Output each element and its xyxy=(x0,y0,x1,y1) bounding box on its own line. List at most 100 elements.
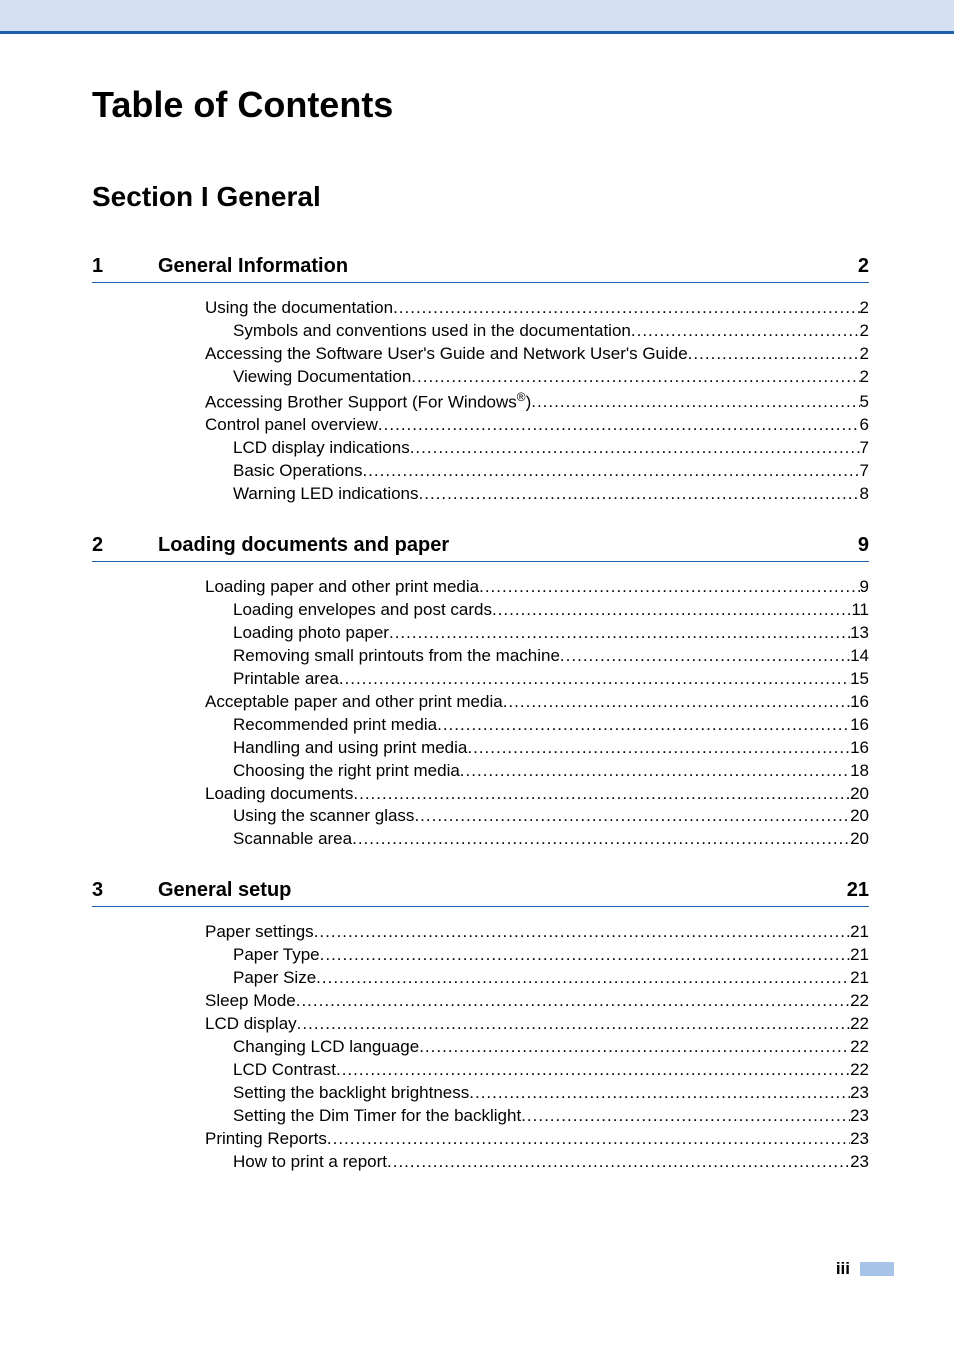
toc-entry-page: 22 xyxy=(850,1036,869,1059)
toc-leader xyxy=(410,437,860,460)
toc-entry-page: 13 xyxy=(850,622,869,645)
toc-entry-label: Viewing Documentation xyxy=(233,366,411,389)
toc-entry[interactable]: Changing LCD language 22 xyxy=(205,1036,869,1059)
toc-entry-page: 2 xyxy=(860,366,869,389)
toc-entries: Using the documentation 2 Symbols and conv… xyxy=(205,297,869,506)
toc-entry[interactable]: Paper Size 21 xyxy=(205,967,869,990)
toc-entry[interactable]: Setting the backlight brightness23 xyxy=(205,1082,869,1105)
toc-entry-page: 2 xyxy=(860,297,869,320)
toc-entry-label: Sleep Mode xyxy=(205,990,296,1013)
toc-entry[interactable]: Accessing Brother Support (For Windows®)… xyxy=(205,389,869,415)
page-footer: iii xyxy=(836,1259,894,1279)
toc-leader xyxy=(378,414,860,437)
toc-entry[interactable]: LCD Contrast22 xyxy=(205,1059,869,1082)
toc-entries: Loading paper and other print media9Load… xyxy=(205,576,869,851)
chapter-header: 2Loading documents and paper9 xyxy=(92,534,869,562)
toc-leader xyxy=(437,714,850,737)
toc-entry-page: 20 xyxy=(850,783,869,806)
toc-entry[interactable]: Control panel overview 6 xyxy=(205,414,869,437)
chapter-title: General Information xyxy=(158,255,858,278)
chapter: 3General setup21Paper settings21Paper Ty… xyxy=(92,879,869,1173)
toc-entry-label: Using the scanner glass xyxy=(233,805,414,828)
main-title: Table of Contents xyxy=(92,84,869,126)
toc-entry-label: Scannable area xyxy=(233,828,352,851)
toc-entry[interactable]: Removing small printouts from the machin… xyxy=(205,645,869,668)
toc-entry-label: Symbols and conventions used in the docu… xyxy=(233,320,631,343)
toc-leader xyxy=(688,343,860,366)
toc-entry[interactable]: Basic Operations 7 xyxy=(205,460,869,483)
toc-entry-page: 2 xyxy=(860,343,869,366)
toc-entry-page: 23 xyxy=(850,1151,869,1174)
toc-leader xyxy=(316,967,850,990)
chapter-page: 2 xyxy=(858,255,869,278)
toc-entry[interactable]: Sleep Mode 22 xyxy=(205,990,869,1013)
toc-entry[interactable]: Handling and using print media 16 xyxy=(205,737,869,760)
toc-leader xyxy=(362,460,859,483)
toc-entry-label: Using the documentation xyxy=(205,297,393,320)
toc-leader xyxy=(336,1059,850,1082)
toc-entry-label: Choosing the right print media xyxy=(233,760,460,783)
chapter: 1General Information2Using the documenta… xyxy=(92,255,869,506)
toc-entry-page: 15 xyxy=(850,668,869,691)
toc-entry[interactable]: Scannable area 20 xyxy=(205,828,869,851)
toc-entry-label: Handling and using print media xyxy=(233,737,467,760)
toc-entry[interactable]: How to print a report 23 xyxy=(205,1151,869,1174)
toc-entry[interactable]: Warning LED indications 8 xyxy=(205,483,869,506)
toc-entry[interactable]: Symbols and conventions used in the docu… xyxy=(205,320,869,343)
toc-leader xyxy=(531,391,859,414)
toc-entry-label: Changing LCD language xyxy=(233,1036,419,1059)
toc-entry-page: 18 xyxy=(850,760,869,783)
toc-entry[interactable]: Paper Type 21 xyxy=(205,944,869,967)
toc-entry-page: 2 xyxy=(860,320,869,343)
toc-entry[interactable]: Using the scanner glass 20 xyxy=(205,805,869,828)
toc-entry[interactable]: Viewing Documentation 2 xyxy=(205,366,869,389)
toc-entry-page: 23 xyxy=(850,1105,869,1128)
toc-entry[interactable]: LCD display 22 xyxy=(205,1013,869,1036)
toc-leader xyxy=(327,1128,850,1151)
toc-entry-page: 20 xyxy=(850,805,869,828)
toc-entry-page: 14 xyxy=(850,645,869,668)
toc-entry-page: 21 xyxy=(850,921,869,944)
toc-entry[interactable]: Loading documents 20 xyxy=(205,783,869,806)
toc-entry[interactable]: Printable area 15 xyxy=(205,668,869,691)
toc-entry[interactable]: LCD display indications 7 xyxy=(205,437,869,460)
toc-entry-label: Loading envelopes and post cards xyxy=(233,599,492,622)
toc-entry[interactable]: Acceptable paper and other print media16 xyxy=(205,691,869,714)
toc-entry[interactable]: Loading paper and other print media9 xyxy=(205,576,869,599)
toc-entry-label: Warning LED indications xyxy=(233,483,419,506)
toc-entry-label: Accessing the Software User's Guide and … xyxy=(205,343,688,366)
toc-leader xyxy=(393,297,859,320)
toc-entry-page: 21 xyxy=(850,967,869,990)
toc-leader xyxy=(521,1105,850,1128)
toc-leader xyxy=(314,921,850,944)
toc-entry-label: Accessing Brother Support (For Windows®) xyxy=(205,389,531,415)
toc-entry[interactable]: Loading photo paper13 xyxy=(205,622,869,645)
toc-entry[interactable]: Choosing the right print media 18 xyxy=(205,760,869,783)
toc-entry-label: How to print a report xyxy=(233,1151,387,1174)
toc-leader xyxy=(419,1036,850,1059)
toc-entry-label: LCD Contrast xyxy=(233,1059,336,1082)
chapter-page: 21 xyxy=(847,879,869,902)
toc-entry[interactable]: Accessing the Software User's Guide and … xyxy=(205,343,869,366)
toc-entry-page: 21 xyxy=(850,944,869,967)
toc-entry-page: 22 xyxy=(850,1013,869,1036)
toc-entry[interactable]: Paper settings21 xyxy=(205,921,869,944)
toc-entry-label: Removing small printouts from the machin… xyxy=(233,645,560,668)
toc-entry-label: LCD display indications xyxy=(233,437,410,460)
toc-leader xyxy=(560,645,850,668)
toc-entry-label: Setting the Dim Timer for the backlight xyxy=(233,1105,521,1128)
toc-entry[interactable]: Printing Reports23 xyxy=(205,1128,869,1151)
toc-entry[interactable]: Recommended print media 16 xyxy=(205,714,869,737)
chapter-number: 3 xyxy=(92,879,158,902)
toc-leader xyxy=(411,366,859,389)
toc-leader xyxy=(353,783,850,806)
toc-leader xyxy=(339,668,850,691)
toc-entries: Paper settings21Paper Type 21Paper Size … xyxy=(205,921,869,1173)
toc-entry[interactable]: Using the documentation 2 xyxy=(205,297,869,320)
toc-leader xyxy=(296,990,850,1013)
toc-entry[interactable]: Setting the Dim Timer for the backlight … xyxy=(205,1105,869,1128)
page-tab xyxy=(860,1262,894,1276)
toc-entry-label: LCD display xyxy=(205,1013,297,1036)
toc-leader xyxy=(387,1151,850,1174)
toc-entry[interactable]: Loading envelopes and post cards11 xyxy=(205,599,869,622)
